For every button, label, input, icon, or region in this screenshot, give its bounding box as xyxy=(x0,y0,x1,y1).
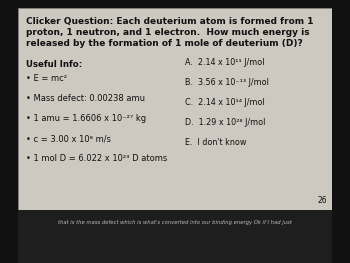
Text: • 1 amu = 1.6606 x 10⁻²⁷ kg: • 1 amu = 1.6606 x 10⁻²⁷ kg xyxy=(26,114,146,123)
Text: Useful Info:: Useful Info: xyxy=(26,60,82,69)
Text: • 1 mol D = 6.022 x 10²³ D atoms: • 1 mol D = 6.022 x 10²³ D atoms xyxy=(26,154,167,163)
Text: Clicker Question: Each deuterium atom is formed from 1: Clicker Question: Each deuterium atom is… xyxy=(26,17,314,26)
Text: C.  2.14 x 10¹⁴ J/mol: C. 2.14 x 10¹⁴ J/mol xyxy=(185,98,265,107)
Text: E.  I don't know: E. I don't know xyxy=(185,138,246,147)
Text: D.  1.29 x 10²⁸ J/mol: D. 1.29 x 10²⁸ J/mol xyxy=(185,118,265,127)
Text: that is the mass defect which is what's converted into our binding energy Ok if : that is the mass defect which is what's … xyxy=(58,220,292,225)
Bar xyxy=(0,210,350,263)
Bar xyxy=(332,0,350,263)
Text: released by the formation of 1 mole of deuterium (D)?: released by the formation of 1 mole of d… xyxy=(26,39,303,48)
Bar xyxy=(0,0,18,263)
Text: proton, 1 neutron, and 1 electron.  How much energy is: proton, 1 neutron, and 1 electron. How m… xyxy=(26,28,310,37)
Text: A.  2.14 x 10¹¹ J/mol: A. 2.14 x 10¹¹ J/mol xyxy=(185,58,265,67)
Text: • c = 3.00 x 10⁸ m/s: • c = 3.00 x 10⁸ m/s xyxy=(26,134,111,143)
Text: • E = mc²: • E = mc² xyxy=(26,74,67,83)
Text: 26: 26 xyxy=(317,196,327,205)
Text: • Mass defect: 0.00238 amu: • Mass defect: 0.00238 amu xyxy=(26,94,145,103)
Text: B.  3.56 x 10⁻¹³ J/mol: B. 3.56 x 10⁻¹³ J/mol xyxy=(185,78,269,87)
Bar xyxy=(18,8,332,210)
